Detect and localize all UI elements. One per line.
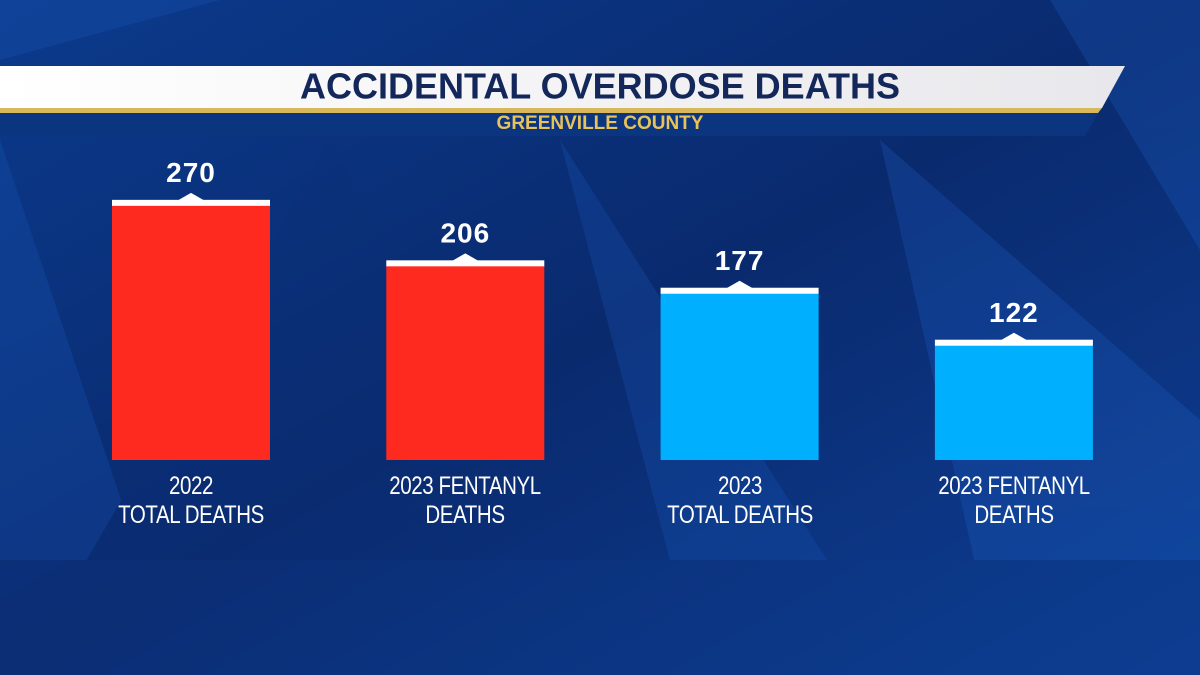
category-label: 2022 TOTAL DEATHS	[118, 472, 264, 529]
bar-cap	[386, 260, 545, 267]
category-label: 2023 FENTANYL DEATHS	[938, 472, 1090, 529]
chart-title: ACCIDENTAL OVERDOSE DEATHS	[300, 66, 900, 107]
value-label: 270	[166, 157, 216, 188]
value-label: 177	[715, 245, 765, 276]
value-label: 122	[989, 297, 1039, 328]
bar-cap-pointer	[177, 192, 205, 201]
bar-cap-pointer	[725, 280, 754, 289]
bar	[934, 344, 1093, 460]
bar	[660, 292, 819, 460]
subtitle-band	[0, 113, 1098, 136]
bar-cap	[112, 199, 270, 206]
bar-cap	[934, 339, 1093, 346]
title-rule	[0, 108, 1102, 113]
bar	[112, 204, 270, 460]
bar-cap-pointer	[999, 332, 1028, 341]
title-band	[0, 66, 1125, 108]
bar-cap	[660, 287, 819, 294]
chart-subtitle: GREENVILLE COUNTY	[497, 113, 704, 134]
bar-cap-pointer	[451, 253, 480, 262]
value-label: 206	[440, 218, 490, 249]
bar	[386, 265, 545, 460]
category-label: 2023 TOTAL DEATHS	[666, 472, 813, 529]
category-label: 2023 FENTANYL DEATHS	[389, 472, 542, 529]
